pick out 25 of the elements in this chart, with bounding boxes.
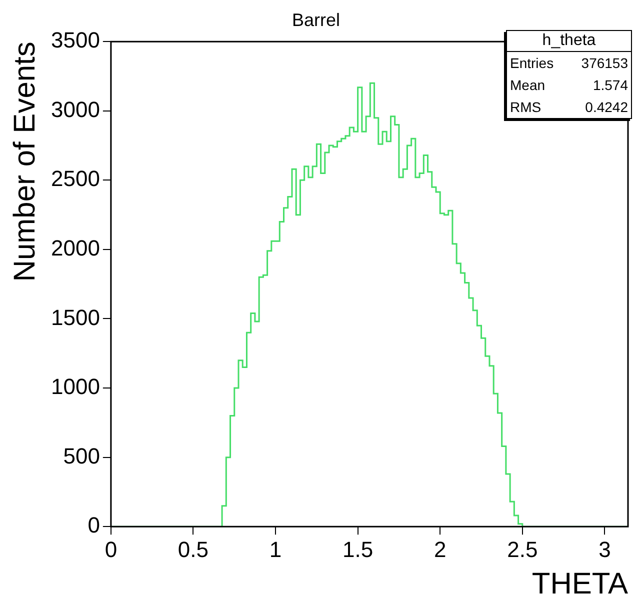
- x-tick-label: 1.5: [342, 536, 374, 562]
- x-axis-title: THETA: [532, 567, 628, 600]
- x-tick-label: 3: [598, 536, 611, 562]
- y-tick-label: 500: [63, 443, 100, 468]
- y-tick-label: 0: [88, 512, 100, 538]
- y-tick-label: 1500: [50, 304, 100, 330]
- x-tick-label: 0.5: [178, 536, 209, 562]
- x-tick-label: 0: [104, 536, 118, 562]
- x-tick-label: 1: [269, 536, 282, 562]
- y-tick-label: 3000: [50, 96, 100, 122]
- y-tick-label: 2000: [50, 236, 100, 261]
- chart-title: Barrel: [292, 10, 340, 30]
- annotation: Entries: [510, 55, 554, 71]
- y-tick-label: 3500: [50, 28, 100, 53]
- y-tick-label: 2500: [50, 166, 100, 192]
- y-axis-title: Number of Events: [8, 42, 42, 282]
- annotation: 376153: [581, 55, 628, 71]
- annotation: 0.4242: [585, 99, 628, 115]
- x-tick-label: 2.5: [507, 536, 538, 562]
- annotation: Mean: [510, 77, 546, 93]
- y-tick-label: 1000: [50, 374, 100, 400]
- annotation: RMS: [510, 99, 542, 115]
- annotation: h_theta: [507, 31, 631, 52]
- x-tick-label: 2: [434, 536, 446, 562]
- annotation: 1.574: [592, 77, 628, 93]
